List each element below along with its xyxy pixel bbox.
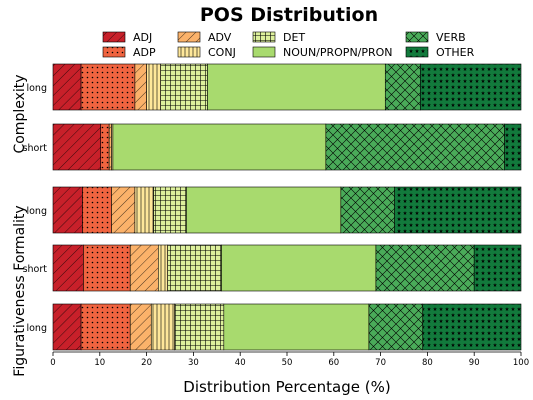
bar-segment-noun-propn-pron [112,123,327,171]
bar-segment-noun-propn-pron [223,303,370,351]
bar-segment-pattern [111,124,113,170]
legend-item-conj: CONJ [177,46,236,59]
legend-item-det: DET [252,31,305,44]
bar-segment-pattern [385,64,421,110]
bar-segment-pattern [368,304,423,350]
bar-label: short [23,264,48,275]
bar-segment-pattern [160,64,208,110]
bar-segment-pattern [53,304,82,350]
legend: ADJ ADP ADV CONJ DET NOUN/PROPN/PRON VERB OTHER [102,31,475,59]
bar-segment-noun-propn-pron [186,186,342,234]
bar-label: long [26,206,47,217]
bar-label: long [26,323,47,334]
legend-label: VERB [436,31,466,44]
legend-item-verb: VERB [405,31,466,44]
bar-segment-pattern [420,64,521,110]
legend-swatch-pattern [178,47,200,57]
bar-segment-pattern [81,304,131,350]
group-label-complexity: Complexity [12,74,28,153]
bar-segment-pattern [375,245,475,291]
bar-segment-pattern [325,124,505,170]
bar-segment-pattern [146,64,161,110]
bar-segment-pattern [504,124,521,170]
bar-figurativeness-long [52,303,522,351]
bar-segment-pattern [134,187,154,233]
x-tick-label: 60 [328,358,339,368]
bar-segment-pattern [422,304,521,350]
legend-swatch-pattern [406,32,428,42]
legend-item-adj: ADJ [102,31,152,44]
bar-label: long [26,83,47,94]
legend-item-other: OTHER [405,46,475,59]
bar-segment-pattern [53,64,82,110]
legend-label: DET [283,31,305,44]
bar-segment-pattern [340,187,395,233]
bar-segment-pattern [167,245,222,291]
legend-item-noun-propn-pron: NOUN/PROPN/PRON [252,46,393,59]
bar-formality-long [52,186,522,234]
group-label-figurativeness: Figurativeness [12,275,28,376]
legend-swatch-pattern [178,32,200,42]
bar-complexity-short [52,123,522,171]
legend-label: ADP [133,46,156,59]
x-tick-label: 0 [50,358,55,368]
bar-segment-pattern [158,245,168,291]
x-tick-label: 40 [235,358,246,368]
group-label-formality: Formality [12,205,28,270]
x-tick-label: 70 [375,358,386,368]
bar-segment-pattern [394,187,521,233]
legend-label: NOUN/PROPN/PRON [283,46,393,59]
bar-segment-pattern [53,245,84,291]
legend-swatch-pattern [103,47,125,57]
bar-segment-noun-propn-pron [221,244,377,292]
bar-segment-pattern [109,124,112,170]
x-tick-label: 30 [188,358,199,368]
legend-swatch [252,46,276,58]
bar-segment-pattern [111,187,135,233]
bar-segment-pattern [130,245,159,291]
bar-segment-pattern [151,304,175,350]
x-tick-label: 80 [422,358,433,368]
legend-item-adv: ADV [177,31,232,44]
legend-swatch-pattern [103,32,125,42]
bar-segment-pattern [83,245,131,291]
bar-segment-pattern [53,124,101,170]
legend-swatch-pattern [406,47,428,57]
bar-segment-pattern [82,187,112,233]
bar-segment-pattern [153,187,187,233]
x-tick-label: 50 [282,358,293,368]
bar-segment-pattern [100,124,110,170]
x-tick-label: 100 [513,358,529,368]
bar-label: short [23,143,48,154]
legend-item-adp: ADP [102,46,156,59]
legend-label: ADJ [133,31,152,44]
bar-segment-pattern [134,64,147,110]
bar-formality-short [52,244,522,292]
bar-segment-pattern [130,304,152,350]
y-axis-labels: longshortComplexitylongshortFormalitylon… [12,74,47,376]
bar-segment-noun-propn-pron [207,63,386,111]
bar-segment-pattern [81,64,135,110]
bar-segment-pattern [174,304,224,350]
x-tick-label: 10 [94,358,105,368]
bar-segment-pattern [474,245,521,291]
chart-title: POS Distribution [200,4,378,26]
legend-label: ADV [208,31,232,44]
legend-swatch-pattern [253,32,275,42]
x-axis: 0 10 20 30 40 50 60 70 80 90 100 [50,351,529,368]
x-tick-label: 90 [469,358,480,368]
bars-layer [52,63,522,351]
x-axis-label: Distribution Percentage (%) [183,378,390,396]
bar-segment-pattern [53,187,83,233]
bar-complexity-long [52,63,522,111]
legend-label: OTHER [436,46,475,59]
x-tick-label: 20 [141,358,152,368]
legend-label: CONJ [208,46,236,59]
